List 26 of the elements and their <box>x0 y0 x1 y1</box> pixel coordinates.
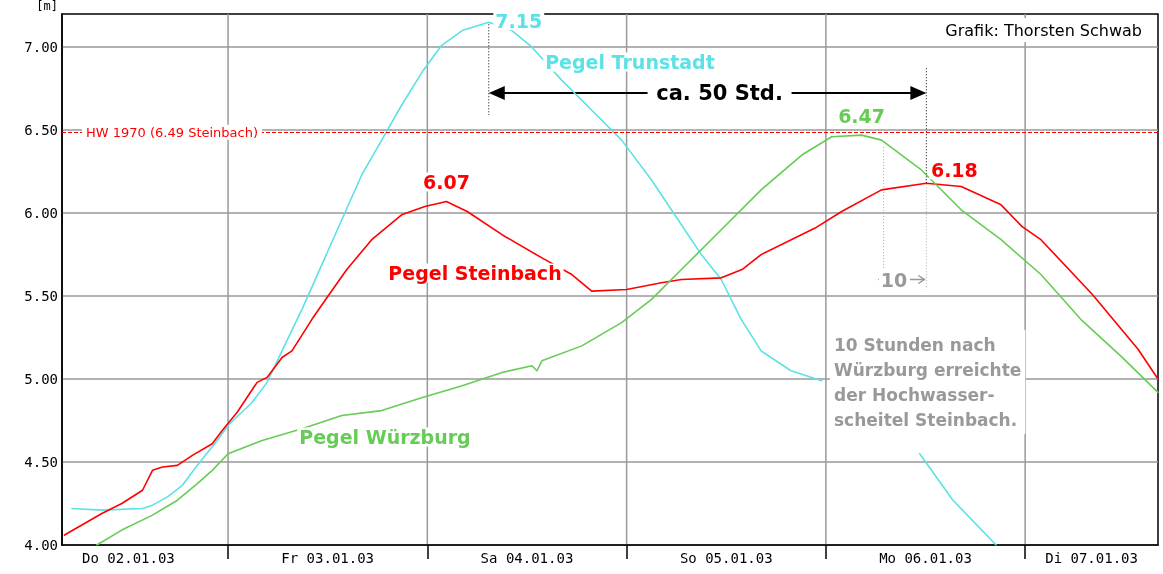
ref-line-label: HW 1970 (6.49 Steinbach) <box>86 124 259 140</box>
y-axis-title: [m] <box>36 0 58 13</box>
series-label: Pegel Würzburg <box>299 426 471 448</box>
x-tick-label: Do 02.01.03 <box>82 550 175 566</box>
annotation: ca. 50 Std. <box>656 81 783 105</box>
y-tick-label: 4.00 <box>24 537 58 553</box>
series-label: Pegel Steinbach <box>388 262 562 284</box>
x-tick-label: Sa 04.01.03 <box>480 550 574 566</box>
y-tick-label: 7.00 <box>24 39 58 56</box>
annotation: 6.47 <box>838 104 886 127</box>
y-tick-label: 6.50 <box>24 122 58 139</box>
y-tick-label: 6.00 <box>24 205 58 222</box>
x-tick-label: So 05.01.03 <box>679 550 773 566</box>
series-label: Pegel Trunstadt <box>545 51 715 73</box>
x-tick-label: Di 07.01.03 <box>1045 550 1138 566</box>
annotation: 10 Stunden nach Würzburg erreichte der Hochwasser-scheitel Steinbach. <box>834 334 1022 430</box>
x-tick-label: Mo 06.01.03 <box>879 550 972 566</box>
annotation: 6.07 <box>422 171 470 194</box>
x-tick-label: Fr 03.01.03 <box>281 550 375 566</box>
y-tick-label: 5.00 <box>24 371 58 388</box>
annotation: 6.18 <box>930 158 978 181</box>
y-tick-label: 4.50 <box>24 454 58 471</box>
annotation: 10 <box>880 268 908 291</box>
annotation: 7.15 <box>495 9 543 32</box>
y-tick-label: 5.50 <box>24 288 58 305</box>
annotation: Grafik: Thorsten Schwab <box>945 20 1142 40</box>
